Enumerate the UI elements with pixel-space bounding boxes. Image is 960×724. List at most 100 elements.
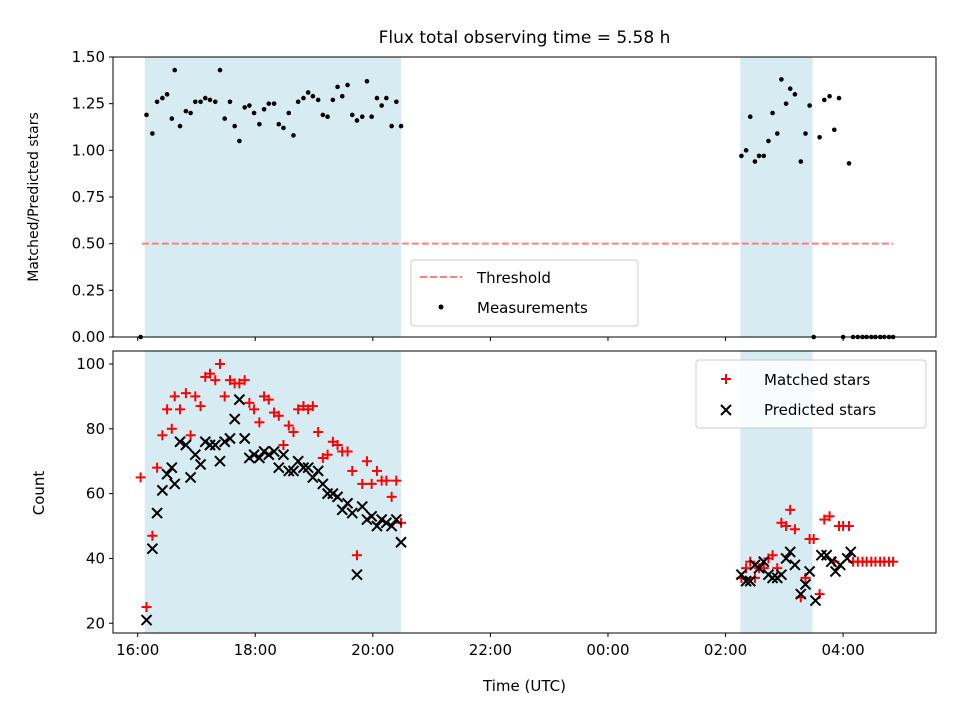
- matched-star-marker: [781, 521, 792, 532]
- matched-star-marker: [185, 430, 196, 441]
- bottom-shaded-regions: [144, 351, 813, 633]
- predicted-star-marker: [228, 413, 241, 425]
- predicted-star-marker: [209, 439, 221, 451]
- matched-star-marker: [195, 401, 206, 412]
- ratio-panel: 0.00 0.25 0.50 0.75 1.00 1.25 1.50 Flux total …: [26, 28, 937, 346]
- matched-star-marker: [180, 388, 191, 399]
- predicted-star-marker: [371, 520, 383, 532]
- x-tick-label: 16:00: [116, 641, 159, 659]
- y-tick-label: 0.00: [72, 328, 105, 346]
- measurement-point: [349, 112, 355, 118]
- measurement-point: [369, 114, 374, 120]
- measurement-point: [783, 101, 789, 106]
- x-tick-label: 04:00: [822, 641, 865, 659]
- y-tick-label: 0.75: [72, 188, 105, 206]
- shaded-observing-window: [740, 57, 813, 337]
- measurement-point: [761, 153, 767, 159]
- matched-star-marker: [371, 465, 382, 476]
- measurement-point: [807, 103, 812, 108]
- x-tick-label: 02:00: [704, 641, 747, 659]
- measurement-point: [335, 84, 340, 90]
- measurement-point: [379, 103, 384, 108]
- measurement-point: [212, 99, 218, 105]
- matched-star-marker: [239, 375, 250, 386]
- top-legend: Threshold Measurements: [410, 259, 639, 327]
- predicted-star-marker: [735, 568, 748, 581]
- predicted-star-marker: [766, 572, 779, 584]
- shaded-observing-window: [144, 351, 402, 633]
- shaded-observing-window: [144, 57, 402, 337]
- measurement-point: [172, 67, 178, 73]
- matched-star-marker: [888, 556, 899, 567]
- count-panel: 20 40 60 80 100 16:00 18:00 20:00 22:00 00:00 02:…: [30, 350, 937, 695]
- measurement-point: [325, 114, 330, 120]
- predicted-star-marker: [166, 461, 178, 474]
- matched-star-marker: [785, 504, 796, 515]
- predicted-star-marker: [780, 552, 792, 565]
- matched-star-marker: [288, 427, 299, 438]
- predicted-star-marker: [841, 552, 853, 565]
- predicted-star-marker: [740, 575, 752, 587]
- matched-star-marker: [307, 401, 318, 412]
- predicted-star-marker: [825, 555, 838, 568]
- predicted-star-marker: [356, 500, 368, 513]
- matched-star-marker: [162, 404, 173, 415]
- measurement-point: [266, 101, 272, 106]
- matched-star-marker: [166, 423, 177, 434]
- matched-star-marker: [214, 358, 225, 369]
- measurement-point: [836, 95, 842, 101]
- predicted-star-marker: [784, 546, 796, 558]
- measurement-point: [752, 159, 758, 164]
- measurement-point: [779, 77, 784, 82]
- matched-star-marker: [741, 563, 752, 574]
- matched-legend-swatch: [721, 374, 731, 384]
- measurement-point: [787, 86, 793, 92]
- matched-star-marker: [175, 404, 186, 415]
- measurement-point: [295, 99, 301, 105]
- predicted-star-marker: [845, 546, 857, 558]
- matched-star-marker: [135, 472, 146, 483]
- predicted-star-marker: [365, 510, 378, 523]
- measurement-point: [305, 90, 311, 95]
- matched-star-marker: [749, 572, 760, 583]
- measurement-point: [766, 138, 771, 144]
- measurement-point: [339, 93, 345, 99]
- measurement-point: [237, 138, 242, 144]
- predicted-star-marker: [253, 452, 266, 464]
- matched-star-marker: [190, 391, 201, 402]
- measurement-point: [276, 121, 282, 127]
- measurement-point: [169, 116, 175, 121]
- matched-star-marker: [169, 391, 180, 402]
- bottom-y-label: Count: [30, 471, 48, 516]
- measurement-point: [222, 116, 227, 121]
- measurement-point: [188, 110, 193, 116]
- measurement-point: [160, 95, 165, 101]
- matched-star-marker: [357, 478, 368, 489]
- measurement-point: [330, 97, 336, 103]
- predicted-legend-swatch: [720, 404, 732, 416]
- matched-star-marker: [347, 465, 358, 476]
- measurement-point: [257, 121, 262, 127]
- predicted-star-marker: [214, 455, 226, 467]
- matched-star-marker: [767, 550, 778, 561]
- predicted-star-marker: [189, 449, 202, 461]
- matched-stars-markers: [135, 358, 899, 613]
- top-y-label: Matched/Predicted stars: [26, 112, 42, 282]
- predicted-star-marker: [140, 614, 153, 626]
- matched-star-marker: [313, 427, 324, 438]
- y-tick-label: 1.25: [72, 95, 105, 113]
- matched-star-marker: [351, 550, 362, 561]
- predicted-legend-label: Predicted stars: [764, 401, 876, 419]
- matched-star-marker: [157, 430, 168, 441]
- matched-legend-label: Matched stars: [764, 371, 870, 389]
- predicted-star-marker: [169, 478, 181, 490]
- matched-star-marker: [249, 404, 260, 415]
- matched-star-marker: [273, 410, 284, 421]
- matched-star-marker: [219, 391, 230, 402]
- measurement-point: [320, 112, 326, 118]
- matched-star-marker: [745, 556, 756, 567]
- y-tick-label: 1.50: [72, 48, 105, 66]
- measurement-point: [756, 153, 762, 159]
- measurement-point: [183, 108, 189, 114]
- predicted-star-marker: [795, 588, 807, 600]
